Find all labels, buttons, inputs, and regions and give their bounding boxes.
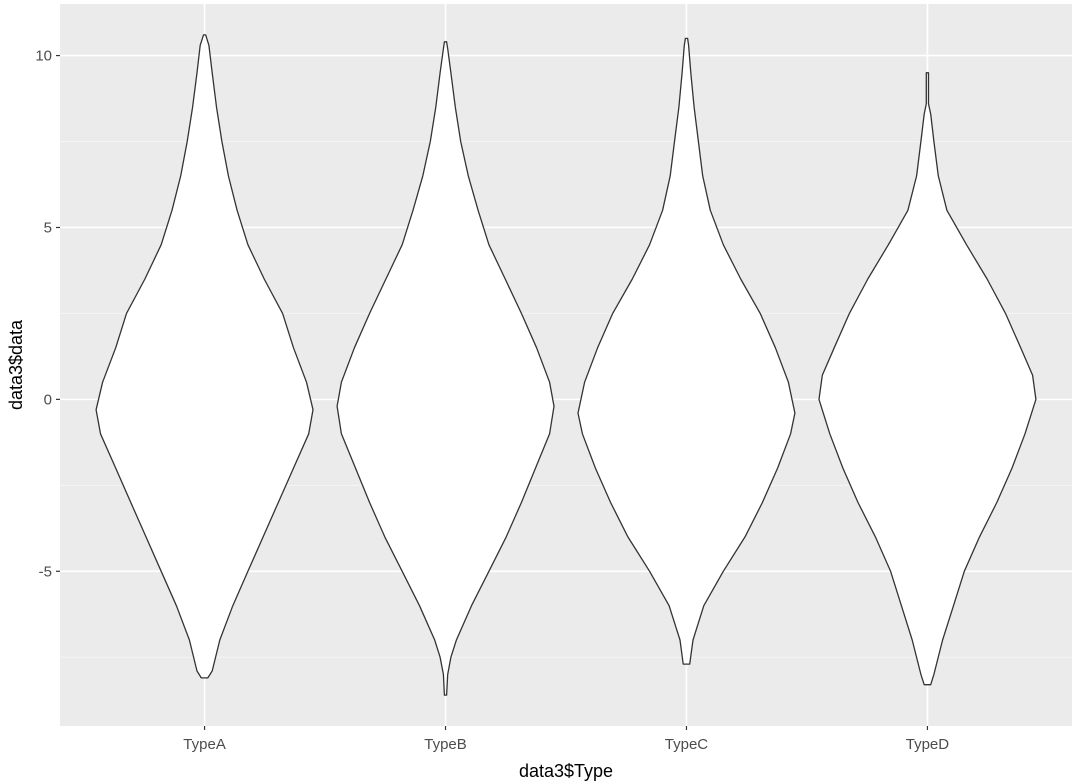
x-tick-label: TypeC <box>665 736 709 753</box>
violin-typed <box>818 72 1037 686</box>
y-tick-label: 10 <box>35 48 52 65</box>
violin-typec <box>577 37 796 665</box>
y-tick-label: 5 <box>44 219 52 236</box>
violin-typea <box>95 34 314 679</box>
x-tick-labels: TypeA TypeB TypeC TypeD <box>183 736 949 753</box>
x-axis-title: data3$Type <box>519 761 613 781</box>
y-tick-labels: -5 0 5 10 <box>35 48 52 581</box>
y-tick-label: -5 <box>39 563 52 580</box>
x-tick-label: TypeD <box>906 736 950 753</box>
violins <box>95 34 1037 696</box>
violin-typeb <box>336 41 555 696</box>
axis-ticks <box>56 54 929 730</box>
x-tick-label: TypeA <box>183 736 226 753</box>
x-tick-label: TypeB <box>424 736 467 753</box>
y-axis-title: data3$data <box>6 319 26 410</box>
y-tick-label: 0 <box>44 391 52 408</box>
